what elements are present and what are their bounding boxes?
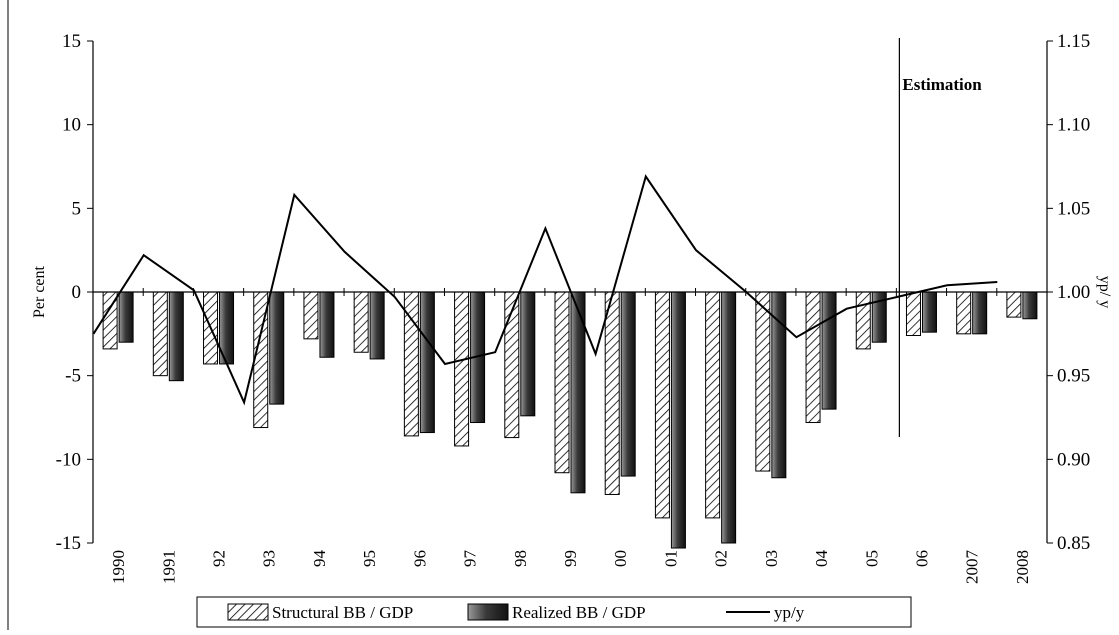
bar-realized-2008: [1023, 292, 1037, 319]
x-tick-label: 96: [410, 550, 429, 567]
bar-realized-04: [822, 292, 836, 409]
bar-realized-1991: [169, 292, 183, 381]
y-left-tick-label: -15: [56, 533, 81, 554]
estimation-label: Estimation: [902, 75, 982, 94]
bar-structural-00: [605, 292, 619, 494]
legend-swatch-structural: [228, 604, 268, 620]
y-right-tick-label: 1.00: [1057, 282, 1090, 303]
bar-realized-96: [420, 292, 434, 433]
bar-realized-94: [320, 292, 334, 357]
x-tick-label: 06: [912, 550, 931, 567]
x-tick-label: 92: [210, 550, 229, 567]
bar-structural-03: [756, 292, 770, 471]
bar-structural-01: [655, 292, 669, 518]
bar-structural-2008: [1007, 292, 1021, 317]
bar-realized-98: [521, 292, 535, 416]
legend-label-realized: Realized BB / GDP: [512, 603, 646, 622]
y-left-tick-label: 0: [72, 282, 82, 303]
y-left-tick-label: -10: [56, 449, 81, 470]
x-tick-label: 99: [561, 550, 580, 567]
bars: [103, 292, 1037, 548]
bar-realized-01: [671, 292, 685, 548]
bar-structural-1991: [153, 292, 167, 376]
bar-realized-2007: [973, 292, 987, 334]
y-right-tick-label: 0.90: [1057, 449, 1090, 470]
x-tick-label: 98: [511, 550, 530, 567]
bar-structural-94: [304, 292, 318, 339]
y-right-tick-label: 0.95: [1057, 366, 1090, 387]
legend-label-structural: Structural BB / GDP: [272, 603, 413, 622]
bar-structural-97: [455, 292, 469, 446]
bar-structural-02: [706, 292, 720, 518]
bar-realized-95: [370, 292, 384, 359]
bar-realized-03: [772, 292, 786, 478]
y-left-title: Per cent: [31, 265, 48, 318]
bar-realized-02: [722, 292, 736, 543]
line-yp-y: [94, 177, 998, 403]
legend-label-line: yp/y: [774, 603, 805, 622]
y-left-tick-label: -5: [65, 366, 81, 387]
line-series: [93, 176, 997, 402]
x-tick-label: 97: [461, 550, 480, 568]
y-right-title: yp/ y: [1096, 276, 1113, 308]
y-right-tick-label: 1.05: [1057, 198, 1090, 219]
y-right-tick-label: 0.85: [1057, 533, 1090, 554]
x-tick-label: 2008: [1013, 550, 1032, 584]
x-tick-label: 02: [712, 550, 731, 567]
y-left-tick-label: 5: [72, 198, 82, 219]
bar-structural-95: [354, 292, 368, 352]
legend: Structural BB / GDP Realized BB / GDP yp/y: [197, 597, 911, 627]
x-tick-label: 94: [310, 550, 329, 568]
x-tick-label: 2007: [963, 550, 982, 585]
bar-structural-06: [906, 292, 920, 336]
bar-realized-1990: [119, 292, 133, 342]
bar-realized-06: [922, 292, 936, 332]
bar-structural-04: [806, 292, 820, 423]
bar-realized-93: [270, 292, 284, 404]
y-left-tick-label: 15: [62, 31, 81, 52]
x-tick-label: 00: [611, 550, 630, 567]
x-tick-label: 93: [260, 550, 279, 567]
x-tick-label: 04: [812, 550, 831, 568]
x-tick-label: 05: [862, 550, 881, 567]
y-right-tick-label: 1.10: [1057, 115, 1090, 136]
bar-structural-99: [555, 292, 569, 473]
bar-realized-00: [621, 292, 635, 476]
x-tick-label: 95: [360, 550, 379, 567]
x-tick-label: 1990: [109, 550, 128, 584]
y-right-tick-label: 1.15: [1057, 31, 1090, 52]
x-tick-label: 03: [762, 550, 781, 567]
bar-structural-05: [856, 292, 870, 349]
legend-swatch-realized: [468, 604, 508, 620]
x-tick-label: 01: [661, 550, 680, 567]
x-tick-label: 1991: [159, 550, 178, 584]
y-left-tick-label: 10: [62, 115, 81, 136]
bar-structural-2007: [957, 292, 971, 334]
